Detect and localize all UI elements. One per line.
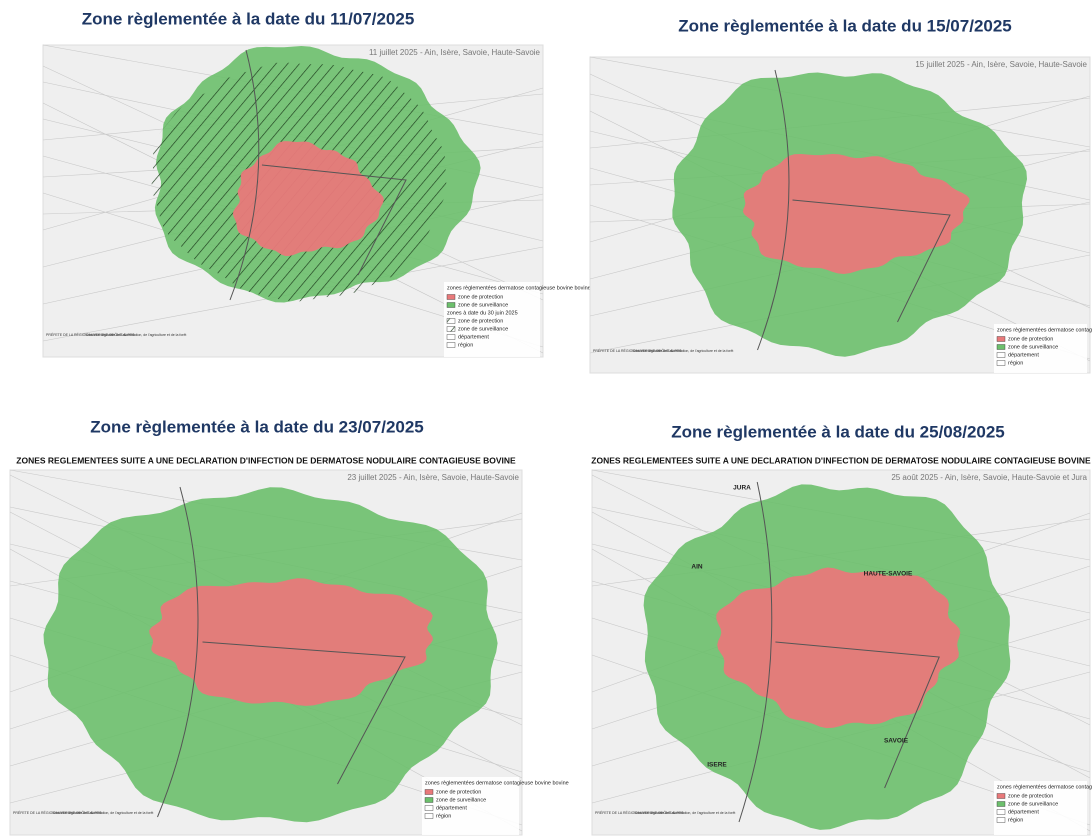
legend-item: département <box>458 334 489 340</box>
map-subtitle: 25 août 2025 - Ain, Isère, Savoie, Haute… <box>891 473 1087 482</box>
legend-item: zone de protection <box>458 318 503 324</box>
map-subtitle: 23 juillet 2025 - Ain, Isère, Savoie, Ha… <box>347 473 519 482</box>
legend-heading: zones règlementées dermatose contagieuse… <box>997 784 1092 790</box>
protection-zone <box>149 578 433 706</box>
legend-item: zone de surveillance <box>1008 801 1058 807</box>
legend-swatch <box>446 302 456 308</box>
footer-text: PRÉFETE DE LA RÉGION AUVERGNE-RHÔNE-ALPE… <box>13 810 102 815</box>
legend-heading: zones règlementées dermatose contagieuse… <box>447 285 591 291</box>
legend-item: zone de protection <box>1008 336 1053 342</box>
legend-item: zone de surveillance <box>436 797 486 803</box>
panel-title: Zone règlementée à la date du 23/07/2025 <box>90 417 424 436</box>
legend-heading: zones règlementées dermatose contagieuse… <box>425 780 569 786</box>
legend-swatch <box>996 336 1006 342</box>
legend-swatch <box>446 326 456 332</box>
legend-swatch <box>424 797 434 803</box>
legend-bg <box>444 282 540 357</box>
department-border <box>229 49 407 301</box>
legend-item: département <box>436 805 467 811</box>
legend-item: zone de protection <box>436 789 481 795</box>
legend-swatch <box>446 294 456 300</box>
department-border <box>738 481 940 823</box>
footer-text: Direction régionale de l'alimentation, d… <box>633 349 733 353</box>
legend-item: zones à date du 30 juin 2025 <box>447 310 518 316</box>
department-border <box>157 486 406 818</box>
map-header: ZONES REGLEMENTEES SUITE A UNE DECLARATI… <box>16 455 516 465</box>
legend-item: zone de surveillance <box>458 326 508 332</box>
legend-swatch <box>446 318 456 324</box>
legend-item: région <box>1008 817 1023 823</box>
legend-item: zone de protection <box>458 294 503 300</box>
legend-swatch <box>424 805 434 811</box>
footer-text: Direction régionale de l'alimentation, d… <box>86 333 186 337</box>
legend-item: région <box>458 342 473 348</box>
map-header: ZONES REGLEMENTEES SUITE A UNE DECLARATI… <box>591 455 1091 465</box>
department-border <box>757 69 951 351</box>
footer-text: Direction régionale de l'alimentation, d… <box>53 811 153 815</box>
legend-heading: zones règlementées dermatose contagieuse… <box>997 327 1092 333</box>
map-subtitle: 11 juillet 2025 - Ain, Isère, Savoie, Ha… <box>369 48 541 57</box>
legend-bg <box>994 781 1087 835</box>
legend-item: région <box>436 813 451 819</box>
legend-bg <box>994 324 1087 373</box>
legend-item: département <box>1008 352 1039 358</box>
place-label: HAUTE-SAVOIE <box>864 571 913 578</box>
panel-title: Zone règlementée à la date du 25/08/2025 <box>671 422 1005 441</box>
legend-swatch <box>424 789 434 795</box>
panel-title: Zone règlementée à la date du 11/07/2025 <box>82 9 415 28</box>
legend-item: zone de surveillance <box>458 302 508 308</box>
legend-swatch <box>996 344 1006 350</box>
legend-swatch <box>996 801 1006 807</box>
legend-swatch <box>996 352 1006 358</box>
protection-zone <box>233 141 384 256</box>
panel-title: Zone règlementée à la date du 15/07/2025 <box>678 16 1012 35</box>
legend-swatch <box>996 817 1006 823</box>
map-subtitle: 15 juillet 2025 - Ain, Isère, Savoie, Ha… <box>915 60 1087 69</box>
legend-item: zone de protection <box>1008 793 1053 799</box>
legend-swatch <box>996 793 1006 799</box>
legend-item: région <box>1008 360 1023 366</box>
place-label: JURA <box>733 485 751 492</box>
place-label: SAVOIE <box>884 738 909 745</box>
legend-swatch <box>446 342 456 348</box>
legend-swatch <box>996 809 1006 815</box>
place-label: ISERE <box>707 762 727 769</box>
legend-swatch <box>424 813 434 819</box>
protection-zone <box>743 154 970 274</box>
footer-text: Direction régionale de l'alimentation, d… <box>635 811 735 815</box>
footer-text: PRÉFETE DE LA RÉGION AUVERGNE-RHÔNE-ALPE… <box>46 332 135 337</box>
footer-text: PRÉFETE DE LA RÉGION AUVERGNE-RHÔNE-ALPE… <box>595 810 684 815</box>
legend-swatch <box>446 334 456 340</box>
footer-text: PRÉFETE DE LA RÉGION AUVERGNE-RHÔNE-ALPE… <box>593 348 682 353</box>
legend-swatch <box>996 360 1006 366</box>
legend-item: département <box>1008 809 1039 815</box>
legend-bg <box>422 777 519 835</box>
legend-item: zone de surveillance <box>1008 344 1058 350</box>
place-label: AIN <box>691 564 703 571</box>
